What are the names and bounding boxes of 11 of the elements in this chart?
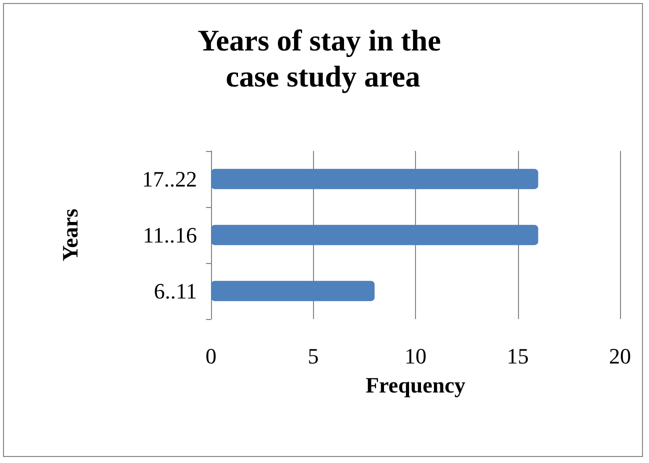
x-tick-label: 0 <box>206 344 216 368</box>
y-tick-label: 11..16 <box>142 222 197 248</box>
chart-title: Years of stay in the case study area <box>198 24 448 94</box>
x-axis-title: Frequency <box>366 372 466 398</box>
x-tick-label: 15 <box>506 344 529 368</box>
y-tick-label: 6..11 <box>154 278 197 304</box>
y-axis-title: Years <box>58 208 82 262</box>
x-tick-label: 10 <box>404 344 426 368</box>
x-tick-label: 20 <box>609 344 631 368</box>
x-tick-label: 5 <box>308 344 319 368</box>
y-tick-label: 17..22 <box>142 166 197 192</box>
